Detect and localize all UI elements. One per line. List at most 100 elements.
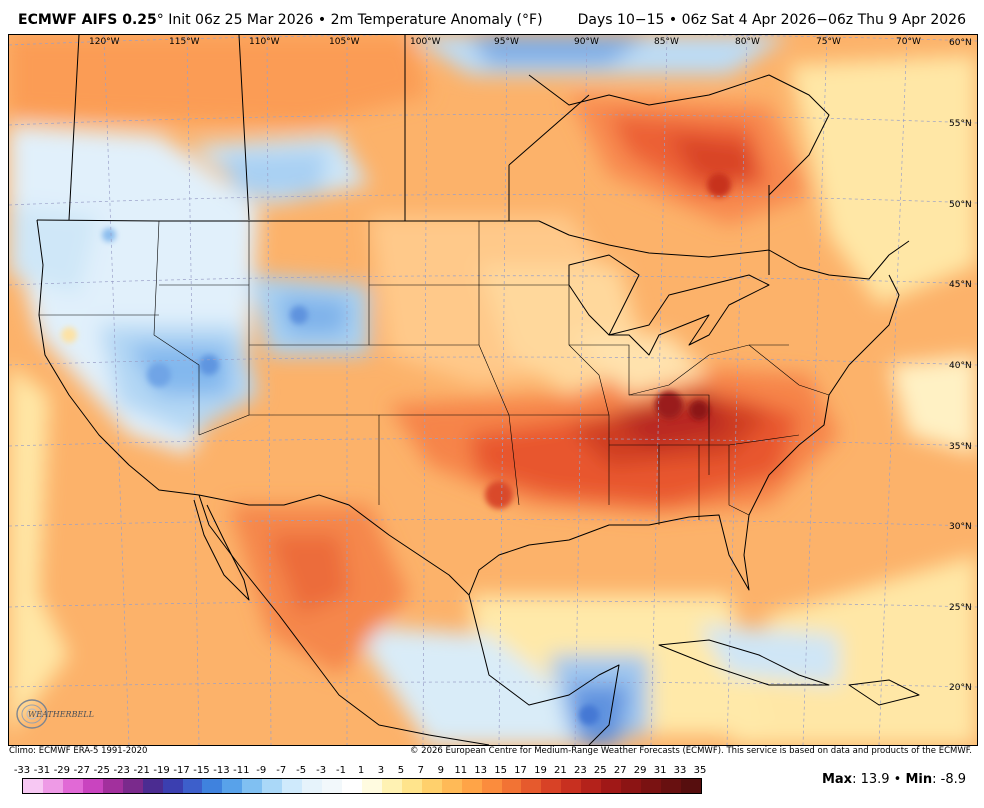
colorbar-tick-label: -7 — [276, 765, 287, 776]
colorbar-segment — [501, 779, 522, 793]
colorbar-tick-label: 33 — [673, 765, 687, 776]
lon-label: 85°W — [654, 37, 679, 47]
colorbar-segment — [142, 779, 163, 793]
colorbar-segment — [302, 779, 323, 793]
colorbar-tick-label: -29 — [53, 765, 71, 776]
colorbar-tick-label: -17 — [173, 765, 190, 776]
lat-label: 25°N — [949, 603, 972, 613]
lon-label: 95°W — [494, 37, 519, 47]
min-label: Min — [905, 772, 933, 787]
colorbar-tick-label: 7 — [417, 765, 424, 776]
colorbar-tick-label: 3 — [377, 765, 385, 776]
colorbar-segment — [481, 779, 502, 793]
colorbar-segment — [381, 779, 402, 793]
colorbar-segment — [322, 779, 342, 793]
model-name: ECMWF AIFS 0.25 — [18, 12, 157, 28]
colorbar-segment — [162, 779, 183, 793]
colorbar-segment — [102, 779, 123, 793]
colorbar-segment — [202, 779, 223, 793]
great-lakes — [568, 254, 770, 356]
colorbar-segment — [262, 779, 283, 793]
colorbar-segment — [641, 779, 661, 793]
lat-label: 20°N — [949, 683, 972, 693]
lon-label: 70°W — [896, 37, 921, 47]
west-coast — [36, 219, 200, 496]
colorbar-segment — [23, 779, 43, 793]
colorbar-tick-label: -13 — [213, 765, 230, 776]
longitude-labels: 120°W 115°W 110°W 105°W 100°W 95°W 90°W … — [89, 37, 921, 47]
colorbar-segment — [182, 779, 203, 793]
colorbar-segment — [42, 779, 63, 793]
colorbar-tick-label: 29 — [633, 765, 647, 776]
lon-label: 90°W — [574, 37, 599, 47]
colorbar-segment — [282, 779, 303, 793]
canada-us-border — [36, 219, 910, 280]
colorbar-tick-label: -1 — [336, 765, 347, 776]
valid-period: Days 10−15 • 06z Sat 4 Apr 2026−06z Thu … — [577, 12, 966, 28]
colorbar-segment — [661, 779, 681, 793]
min-value: : -8.9 — [932, 772, 966, 787]
colorbar-tick-label: -5 — [296, 765, 307, 776]
gulf-coast — [468, 514, 750, 596]
colorbar-segment — [680, 779, 701, 793]
graticule — [9, 35, 977, 745]
lat-label: 60°N — [949, 38, 972, 48]
colorbar-tick-label: -31 — [33, 765, 51, 776]
colorbar-tick-label: -21 — [133, 765, 150, 776]
map-canvas: 120°W 115°W 110°W 105°W 100°W 95°W 90°W … — [9, 35, 977, 745]
colorbar-tick-label: -3 — [316, 765, 327, 776]
anomaly-shading — [9, 35, 977, 745]
degree-mark: ° — [156, 12, 164, 28]
colorbar-tick-label: 19 — [534, 765, 547, 776]
lat-label: 40°N — [949, 361, 972, 371]
colorbar-segment — [541, 779, 562, 793]
lon-label: 105°W — [329, 37, 360, 47]
max-value: : 13.9 • — [852, 772, 906, 787]
east-coast — [748, 274, 900, 516]
colorbar-segment — [361, 779, 382, 793]
yucatan-coast — [468, 594, 620, 745]
lat-label: 55°N — [949, 119, 972, 129]
colorbar — [22, 778, 702, 794]
colorbar-segment — [401, 779, 422, 793]
colorbar-tick-label: -23 — [113, 765, 130, 776]
colorbar-segment — [342, 779, 362, 793]
lat-label: 45°N — [949, 280, 972, 290]
colorbar-tick-label: 31 — [653, 765, 667, 776]
colorbar-segment — [82, 779, 103, 793]
init-text: Init 06z 25 Mar 2026 • 2m Temperature An… — [163, 12, 543, 28]
colorbar-tick-label: 11 — [454, 765, 468, 776]
hispaniola — [848, 679, 920, 706]
mexico-coast-pacific — [198, 494, 490, 745]
colorbar-segment — [222, 779, 243, 793]
lon-label: 120°W — [89, 37, 120, 47]
colorbar-tick-label: 5 — [397, 765, 405, 776]
lon-label: 115°W — [169, 37, 200, 47]
colorbar-tick-label: 25 — [593, 765, 607, 776]
colorbar-tick-label: 23 — [573, 765, 587, 776]
lat-label: 30°N — [949, 522, 972, 532]
colorbar-segment — [242, 779, 263, 793]
us-mexico-border — [198, 494, 470, 596]
colorbar-segment — [621, 779, 642, 793]
colorbar-tick-label: 13 — [474, 765, 488, 776]
max-label: Max — [821, 772, 853, 787]
colorbar-segment — [62, 779, 83, 793]
colorbar-tick-labels: -33 -31 -29 -27 -25 -23 -21 -19 -17 -15 -13 -11 -9 -7… — [13, 765, 707, 777]
colorbar-tick-label: 15 — [494, 765, 507, 776]
colorbar-tick-label: -33 — [13, 765, 31, 776]
lon-label: 75°W — [816, 37, 841, 47]
colorbar-segment — [561, 779, 582, 793]
colorbar-segment — [421, 779, 442, 793]
colorbar-tick-label: -19 — [153, 765, 170, 776]
colorbar-tick-label: -25 — [93, 765, 110, 776]
anomaly-map: 120°W 115°W 110°W 105°W 100°W 95°W 90°W … — [8, 34, 978, 746]
lon-label: 80°W — [735, 37, 760, 47]
colorbar-tick-label: 21 — [554, 765, 567, 776]
hudson-bay — [528, 74, 830, 196]
colorbar-tick-label: -27 — [73, 765, 90, 776]
boundaries — [36, 35, 920, 745]
colorbar-tick-label: -9 — [256, 765, 267, 776]
colorbar-segment — [601, 779, 622, 793]
canada-provinces — [68, 35, 770, 275]
